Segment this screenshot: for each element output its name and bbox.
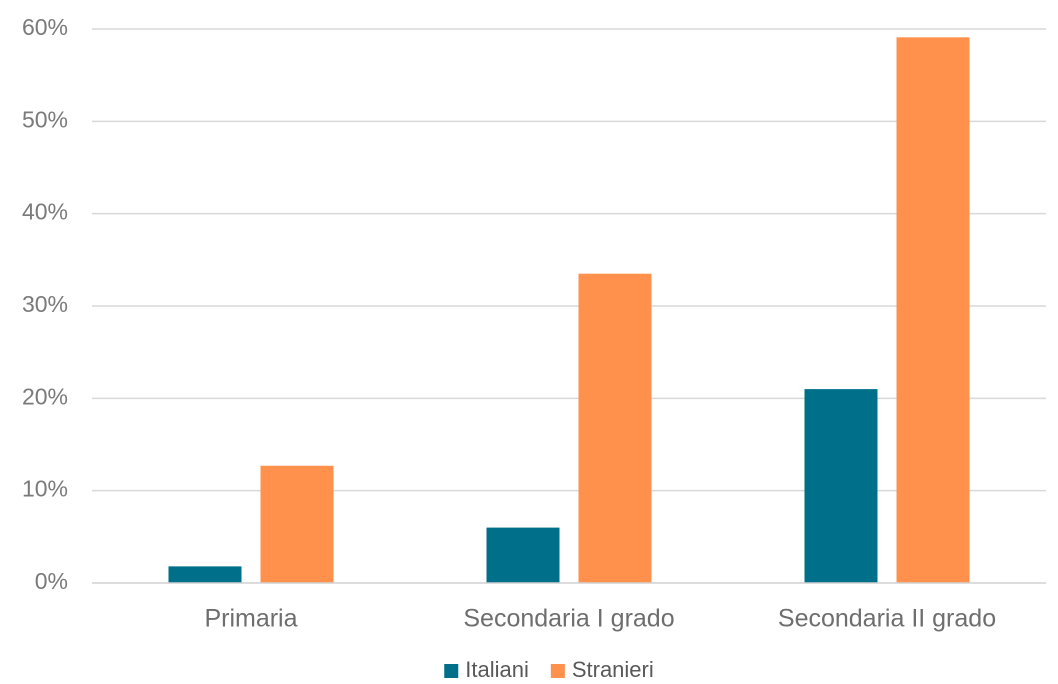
bar-italiani-1 [486, 527, 560, 583]
y-tick-label: 60% [22, 14, 68, 40]
y-tick-label: 40% [22, 199, 68, 225]
gridlines [92, 28, 1046, 492]
bar-stranieri-2 [896, 37, 970, 584]
y-axis-tick-labels: 0% 10% 20% 30% 40% 50% 60% [22, 14, 68, 594]
x-category-label: Primaria [204, 605, 297, 633]
x-axis-category-labels: Primaria Secondaria I grado Secondaria II … [204, 605, 996, 633]
legend: Italiani Stranieri [444, 657, 654, 682]
bar-italiani-2 [804, 389, 878, 583]
bar-stranieri-0 [260, 465, 334, 583]
y-tick-label: 50% [22, 106, 68, 132]
legend-swatch-italiani [444, 664, 459, 678]
legend-label: Stranieri [572, 657, 654, 682]
y-tick-label: 0% [35, 568, 68, 594]
bars [168, 37, 970, 584]
x-category-label: Secondaria I grado [463, 605, 674, 633]
legend-label: Italiani [465, 657, 529, 682]
bar-stranieri-1 [578, 273, 652, 583]
bar-italiani-0 [168, 566, 242, 583]
legend-swatch-stranieri [550, 664, 565, 678]
x-category-label: Secondaria II grado [778, 605, 996, 633]
y-tick-label: 10% [22, 476, 68, 502]
y-tick-label: 20% [22, 383, 68, 409]
y-tick-label: 30% [22, 291, 68, 317]
